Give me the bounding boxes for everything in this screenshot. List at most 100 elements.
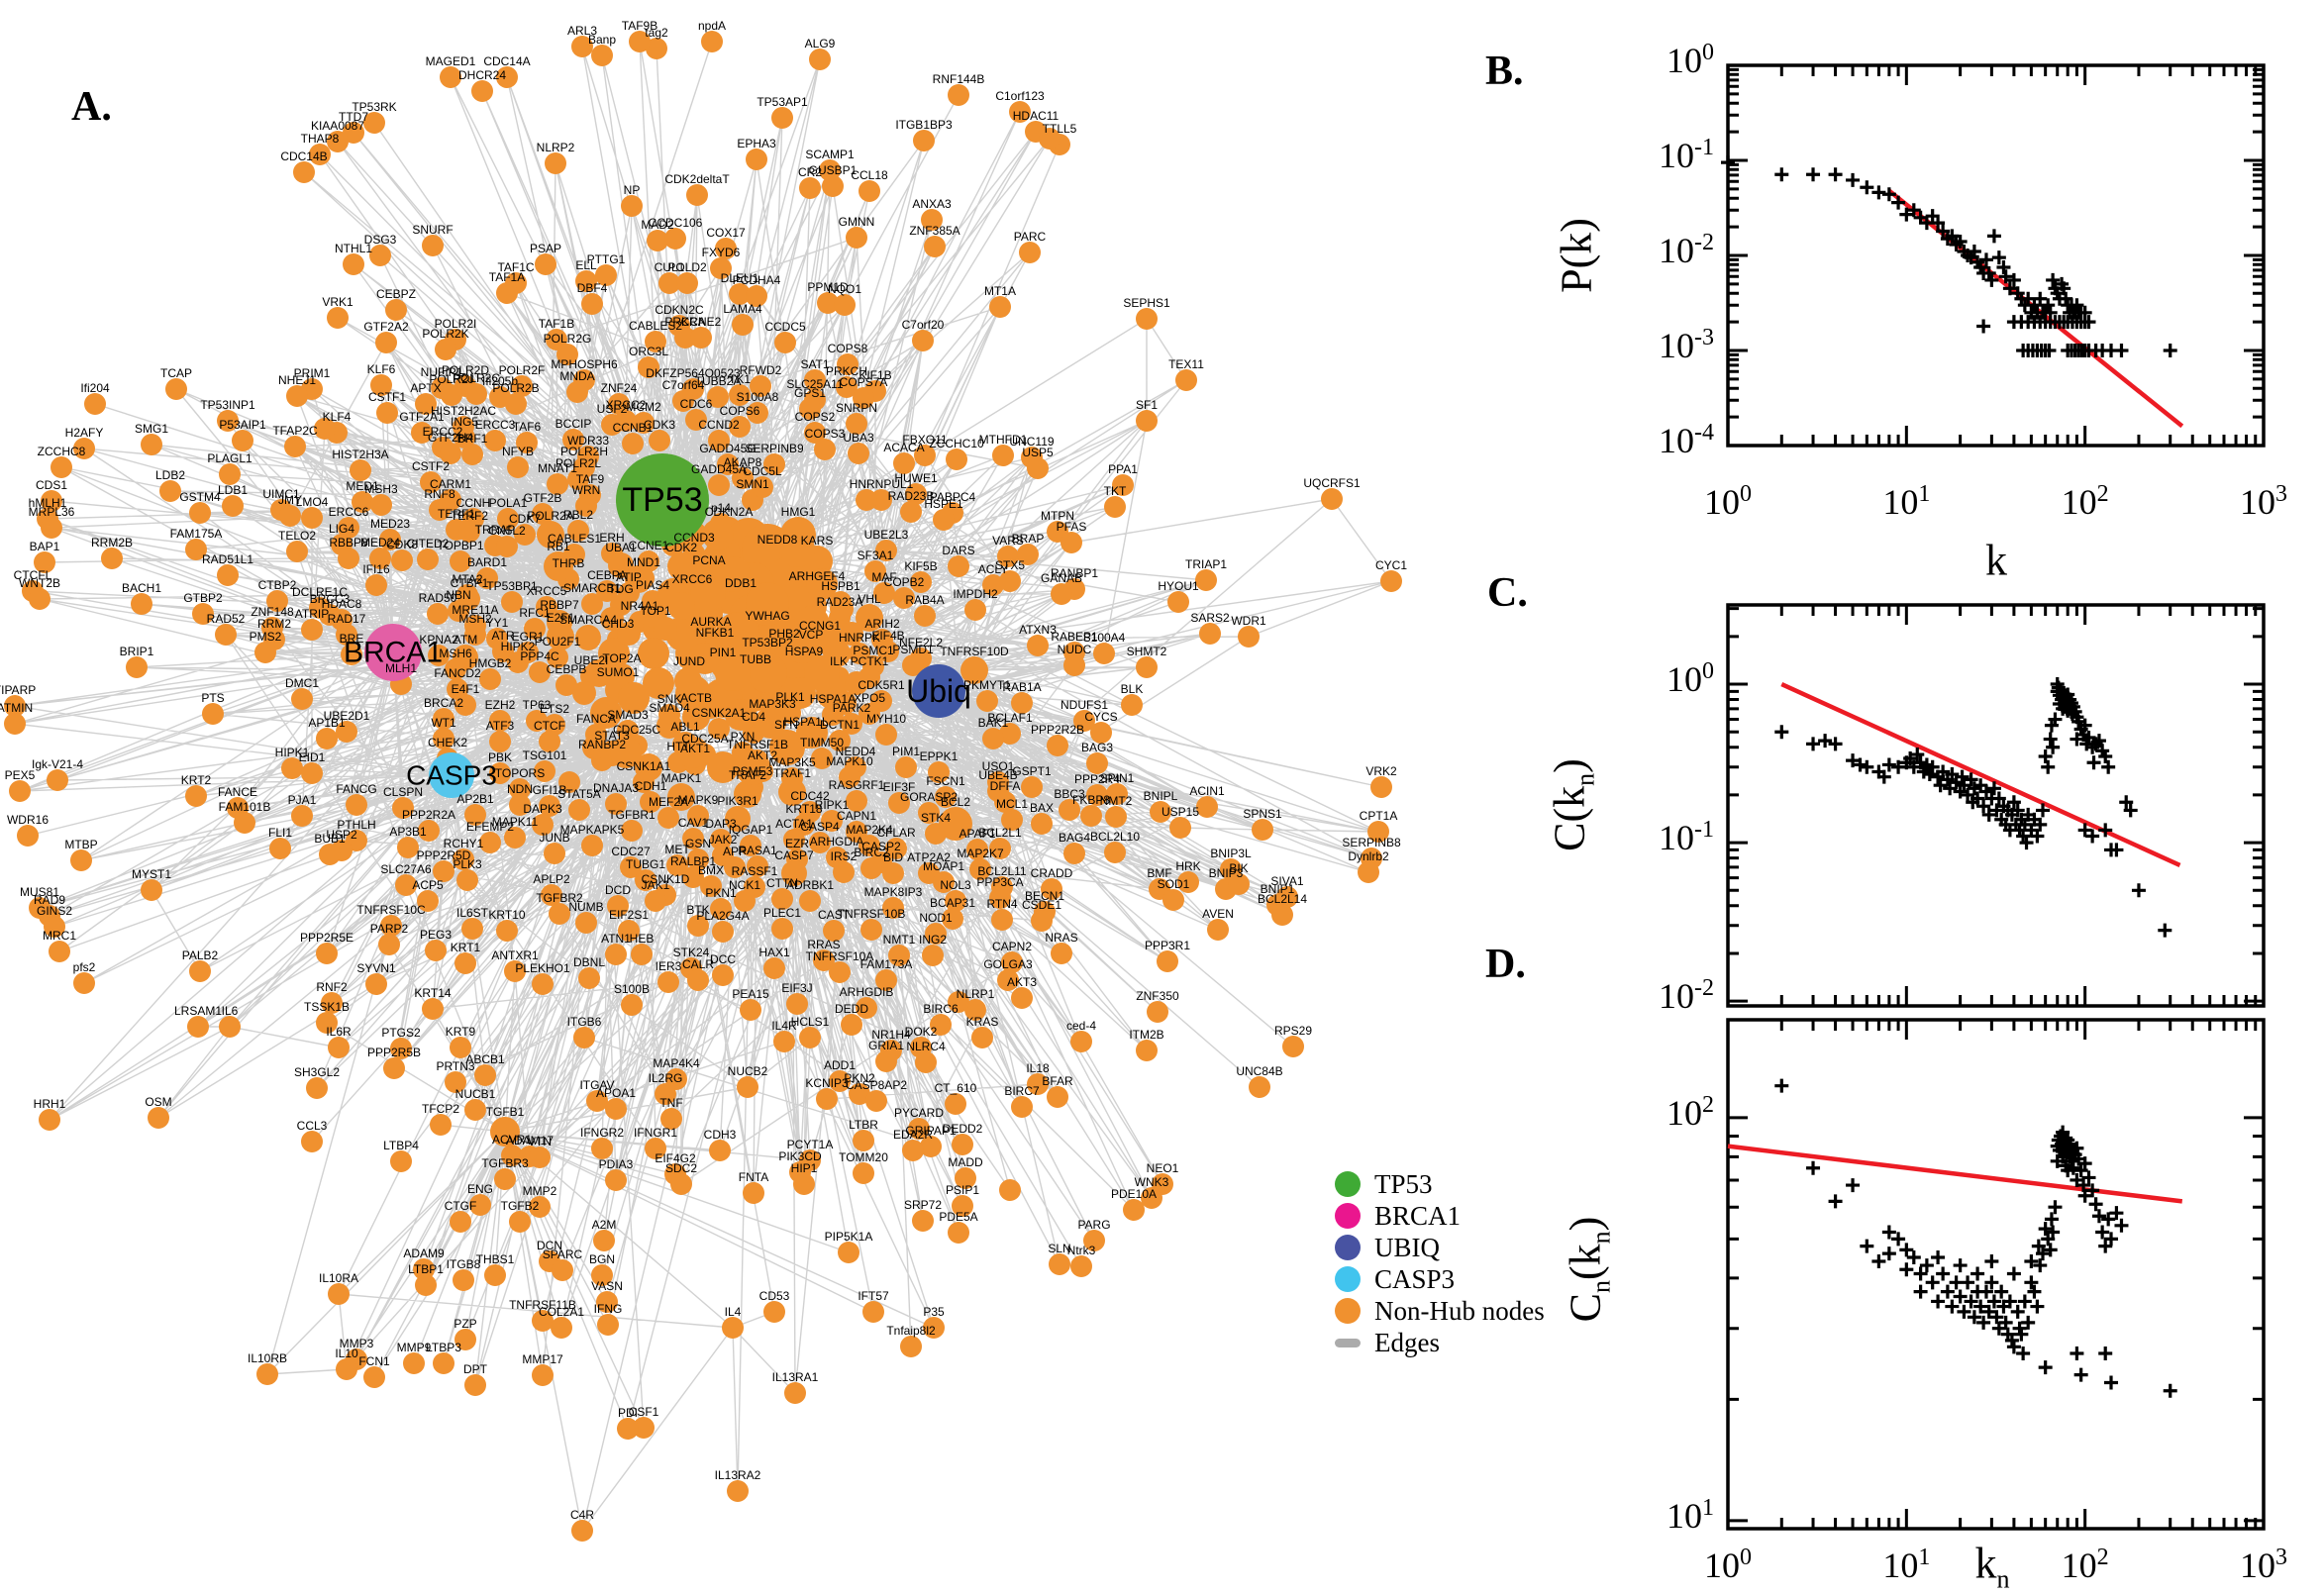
node-unlabeled[interactable]	[618, 682, 650, 714]
node-IL4R[interactable]	[773, 1031, 795, 1052]
node-unlabeled[interactable]	[769, 730, 805, 765]
node-TEX11[interactable]	[1175, 369, 1197, 391]
node-UQCRFS1[interactable]	[1321, 488, 1343, 510]
node-PTTG1[interactable]	[595, 264, 617, 286]
node-PLA2G4A[interactable]	[712, 921, 734, 943]
node-IFNG[interactable]	[597, 1314, 619, 1336]
node-TP53BP1[interactable]	[501, 591, 523, 613]
node-BRF1[interactable]	[461, 444, 483, 465]
node-MED23[interactable]	[379, 529, 401, 550]
node-CSDE1[interactable]	[1031, 910, 1053, 932]
node-RAB1A[interactable]	[1011, 692, 1033, 714]
node-TFAP2C[interactable]	[284, 436, 306, 457]
node-AP1B1[interactable]	[316, 728, 338, 749]
node-RRM2B[interactable]	[101, 548, 123, 569]
node-MED24[interactable]	[369, 548, 391, 569]
node-RFWD2[interactable]	[750, 375, 771, 397]
node-unlabeled[interactable]	[782, 624, 822, 663]
node-GRIA1[interactable]	[875, 1050, 897, 1072]
node-CAPN2[interactable]	[1001, 951, 1023, 973]
node-CDH1[interactable]	[640, 791, 661, 813]
node-unlabeled[interactable]	[948, 991, 969, 1013]
node-TGFBR3[interactable]	[494, 1168, 516, 1190]
node-unlabeled[interactable]	[625, 565, 653, 593]
node-PEA15[interactable]	[740, 999, 761, 1021]
node-ARHGDIB[interactable]	[856, 997, 877, 1019]
node-ACLY[interactable]	[982, 574, 1004, 596]
node-MOAP1[interactable]	[933, 871, 955, 893]
node-ING5[interactable]	[454, 427, 475, 449]
node-UNC84B[interactable]	[1249, 1076, 1270, 1098]
node-CDC14A[interactable]	[496, 66, 518, 88]
node-CDC6[interactable]	[685, 409, 707, 431]
node-FANCG[interactable]	[346, 794, 367, 816]
node-MET[interactable]	[666, 854, 688, 876]
node-Ntrk3[interactable]	[1070, 1255, 1092, 1277]
node-GTBP2[interactable]	[192, 603, 214, 625]
node-AKT3[interactable]	[1011, 987, 1033, 1009]
node-GANAB[interactable]	[1051, 583, 1072, 605]
node-RCHY1[interactable]	[453, 848, 474, 870]
node-C1orf123[interactable]	[1009, 101, 1031, 123]
node-KRT2[interactable]	[185, 785, 207, 807]
node-CSTF2[interactable]	[420, 471, 442, 493]
node-DPT[interactable]	[464, 1374, 486, 1396]
node-HRK[interactable]	[1177, 871, 1199, 893]
node-ATN1[interactable]	[605, 944, 627, 965]
node-SAT1[interactable]	[804, 369, 826, 391]
node-BID[interactable]	[882, 862, 904, 884]
node-TCAP[interactable]	[165, 378, 187, 400]
node-MADD[interactable]	[955, 1167, 976, 1189]
node-KPNA2[interactable]	[428, 645, 450, 666]
node-HYOU1[interactable]	[1167, 591, 1189, 613]
node-C7orf20[interactable]	[912, 330, 934, 351]
node-unlabeled[interactable]	[558, 771, 580, 793]
node-BCLAF1[interactable]	[999, 723, 1021, 745]
node-APTX[interactable]	[415, 393, 437, 415]
node-APP[interactable]	[724, 856, 746, 878]
node-GTF2A2[interactable]	[375, 332, 397, 353]
node-PZP[interactable]	[454, 1329, 476, 1350]
node-DEDD2[interactable]	[952, 1134, 973, 1155]
node-CLSPN[interactable]	[392, 797, 414, 819]
node-unlabeled[interactable]	[690, 576, 726, 612]
node-ITGB1BP3[interactable]	[913, 130, 935, 151]
node-SMARCB1[interactable]	[581, 593, 603, 615]
node-IFI16[interactable]	[365, 574, 387, 596]
node-CTGF[interactable]	[450, 1211, 471, 1233]
node-HIST2H3A[interactable]	[350, 459, 371, 481]
node-ACVR1[interactable]	[501, 1145, 523, 1166]
node-WT1[interactable]	[433, 728, 454, 749]
node-PIM1[interactable]	[895, 756, 917, 778]
node-CPT1A[interactable]	[1367, 821, 1389, 843]
node-unlabeled[interactable]	[746, 582, 789, 626]
node-BCL2L14[interactable]	[1271, 904, 1293, 926]
node-ALG9[interactable]	[809, 49, 831, 70]
node-GTF2A1[interactable]	[411, 422, 433, 444]
node-IL6R[interactable]	[328, 1037, 350, 1058]
node-NLRC4[interactable]	[915, 1051, 937, 1073]
node-UBA3[interactable]	[848, 443, 869, 464]
node-RAD23B[interactable]	[900, 501, 922, 523]
node-CABLES2[interactable]	[645, 331, 666, 352]
node-CTBP2[interactable]	[266, 590, 288, 612]
node-UBE2D1[interactable]	[336, 721, 357, 743]
node-VARS[interactable]	[997, 546, 1019, 567]
node-DLEU1[interactable]	[729, 283, 751, 305]
node-NLRP1[interactable]	[964, 999, 986, 1021]
node-unlabeled[interactable]	[784, 677, 816, 709]
node-BTK[interactable]	[687, 915, 709, 937]
node-TNFRSF10B[interactable]	[860, 919, 882, 941]
node-ITGAV[interactable]	[586, 1090, 608, 1112]
node-unlabeled[interactable]	[689, 643, 721, 674]
node-APOA1[interactable]	[605, 1098, 627, 1120]
node-PKN1[interactable]	[710, 898, 732, 920]
node-SPIN1[interactable]	[1106, 783, 1128, 805]
node-PCDHA4[interactable]	[746, 285, 767, 307]
node-ATXN3[interactable]	[1027, 635, 1049, 656]
node-unlabeled[interactable]	[638, 638, 669, 669]
node-unlabeled[interactable]	[830, 597, 854, 621]
node-TAF9B[interactable]	[629, 31, 651, 52]
node-GFI1B[interactable]	[539, 795, 560, 817]
node-TELO2[interactable]	[286, 541, 308, 562]
